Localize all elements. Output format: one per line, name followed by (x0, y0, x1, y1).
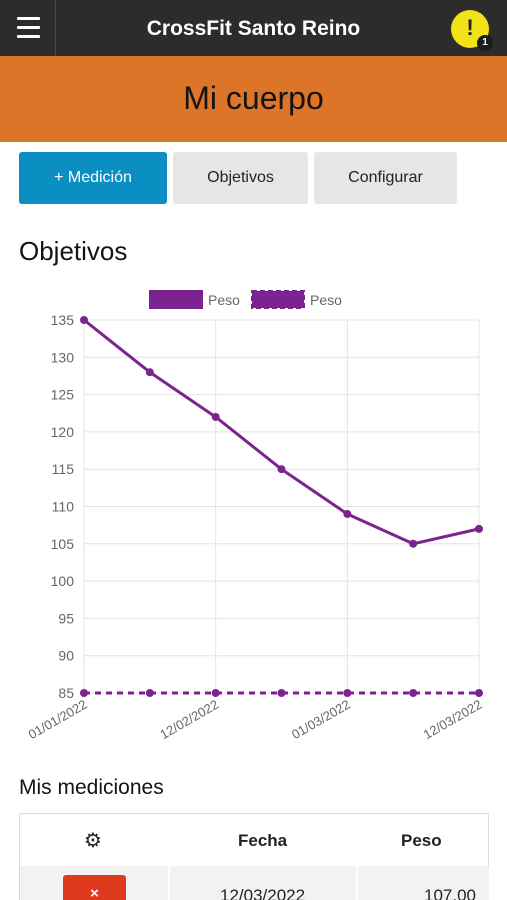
y-tick-label: 85 (58, 685, 74, 701)
configure-button[interactable]: Configurar (314, 152, 457, 204)
column-header-weight: Peso (401, 831, 442, 850)
y-tick-label: 115 (52, 461, 75, 477)
add-measurement-button[interactable]: + Medición (19, 152, 167, 204)
goals-button[interactable]: Objetivos (173, 152, 308, 204)
column-header-date: Fecha (238, 831, 288, 850)
y-tick-label: 125 (51, 387, 75, 403)
row-date: 12/03/2022 (220, 886, 306, 900)
measurements-title: Mis mediciones (19, 776, 164, 799)
row-weight: 107,00 (424, 886, 476, 900)
data-point (277, 465, 286, 474)
y-tick-label: 95 (58, 610, 74, 626)
app-title: CrossFit Santo Reino (146, 17, 361, 40)
page-header: Mi cuerpo (0, 56, 507, 142)
data-point (409, 689, 418, 697)
table-row-cell (170, 866, 356, 900)
data-point (343, 689, 352, 697)
data-point (409, 539, 418, 548)
y-tick-label: 90 (58, 648, 74, 664)
hamburger-menu-icon[interactable] (0, 0, 56, 56)
section-title: Objetivos (19, 236, 128, 266)
legend-swatch (149, 290, 203, 309)
data-point (145, 689, 154, 697)
alert-button[interactable]: ! 1 (451, 10, 493, 51)
page-title: Mi cuerpo (183, 80, 324, 116)
data-point (211, 412, 220, 421)
app-top-bar: CrossFit Santo Reino ! 1 (0, 0, 507, 56)
y-tick-label: 100 (51, 573, 75, 589)
legend-label: Peso (208, 292, 240, 308)
data-point (277, 689, 286, 697)
x-tick-label: 12/02/2022 (157, 697, 221, 743)
y-tick-label: 130 (51, 349, 75, 365)
data-point (475, 524, 483, 533)
delete-button[interactable]: × (63, 875, 126, 900)
weight-line-chart: 135 130 125 120 115 110 105 100 95 90 8501/01/2022… (26, 290, 485, 743)
data-point (211, 689, 220, 697)
data-point (80, 316, 88, 324)
x-tick-label: 01/03/2022 (289, 697, 353, 743)
y-tick-label: 135 (51, 312, 75, 328)
legend-swatch (251, 290, 305, 309)
measurements-table: ⚙ Fecha Peso × 12/03/2022 107,00 (19, 813, 489, 900)
y-tick-label: 120 (51, 424, 75, 440)
data-point (145, 368, 154, 377)
data-point (475, 689, 483, 697)
exclamation-icon: ! (466, 15, 474, 40)
legend-label: Peso (310, 292, 342, 308)
x-tick-label: 12/03/2022 (421, 697, 485, 743)
x-tick-label: 01/01/2022 (26, 697, 90, 743)
y-tick-label: 105 (51, 536, 75, 552)
table-row-cell (358, 866, 489, 900)
y-tick-label: 110 (52, 499, 75, 515)
data-point (343, 509, 352, 518)
data-point (80, 689, 88, 697)
notification-badge: 1 (477, 35, 493, 51)
gear-icon[interactable]: ⚙ (84, 830, 102, 852)
